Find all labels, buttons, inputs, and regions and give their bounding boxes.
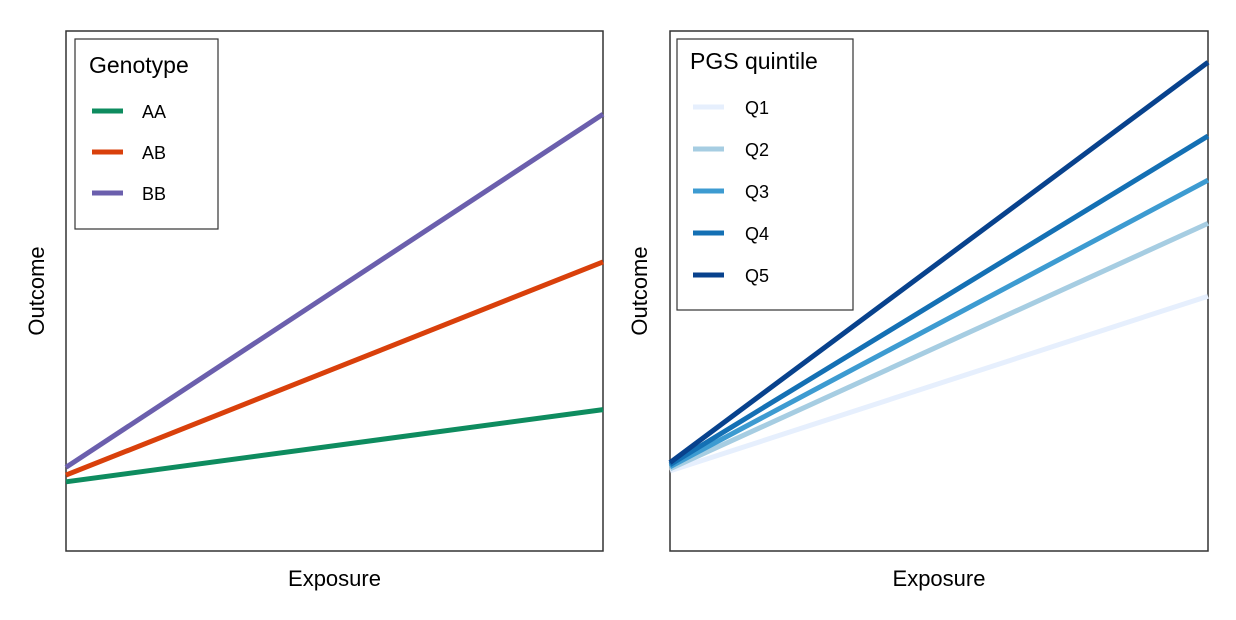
legend-title: PGS quintile: [690, 48, 818, 74]
legend-title: Genotype: [89, 52, 189, 78]
x-axis-title: Exposure: [288, 566, 381, 591]
x-axis-title: Exposure: [893, 566, 986, 591]
legend-label-q3: Q3: [745, 182, 769, 202]
series-layer: [64, 112, 605, 485]
legend-label-ab: AB: [142, 143, 166, 163]
y-axis-title: Outcome: [24, 246, 49, 335]
legend-box: [74, 38, 219, 230]
legend-entries: Q1 Q2 Q3 Q4 Q5: [693, 98, 769, 286]
series-line-q2: [668, 221, 1210, 472]
plot-frame: [669, 30, 1209, 552]
legend-entries: AA AB BB: [92, 102, 166, 204]
y-axis-title: Outcome: [627, 246, 652, 335]
legend: PGS quintile Q1 Q2 Q3 Q4 Q5: [676, 38, 854, 311]
legend-label-q1: Q1: [745, 98, 769, 118]
series-line-ab: [65, 259, 604, 478]
series-line-q5: [668, 60, 1210, 465]
legend-label-q2: Q2: [745, 140, 769, 160]
series-line-aa: [65, 407, 604, 485]
series-line-q4: [668, 133, 1210, 467]
series-line-q3: [668, 177, 1210, 470]
series-line-q1: [669, 293, 1209, 474]
legend-label-q5: Q5: [745, 266, 769, 286]
pgs-quintile-chart: Exposure Outcome PGS quintile Q1 Q2 Q3 Q4 Q5: [627, 30, 1210, 591]
series-layer: [668, 60, 1210, 474]
legend-label-q4: Q4: [745, 224, 769, 244]
legend-label-aa: AA: [142, 102, 166, 122]
genotype-chart: Exposure Outcome Genotype AA AB BB: [24, 30, 605, 591]
legend: Genotype AA AB BB: [74, 38, 219, 230]
legend-box: [676, 38, 854, 311]
series-line-bb: [64, 112, 605, 470]
plot-frame: [65, 30, 604, 552]
legend-label-bb: BB: [142, 184, 166, 204]
